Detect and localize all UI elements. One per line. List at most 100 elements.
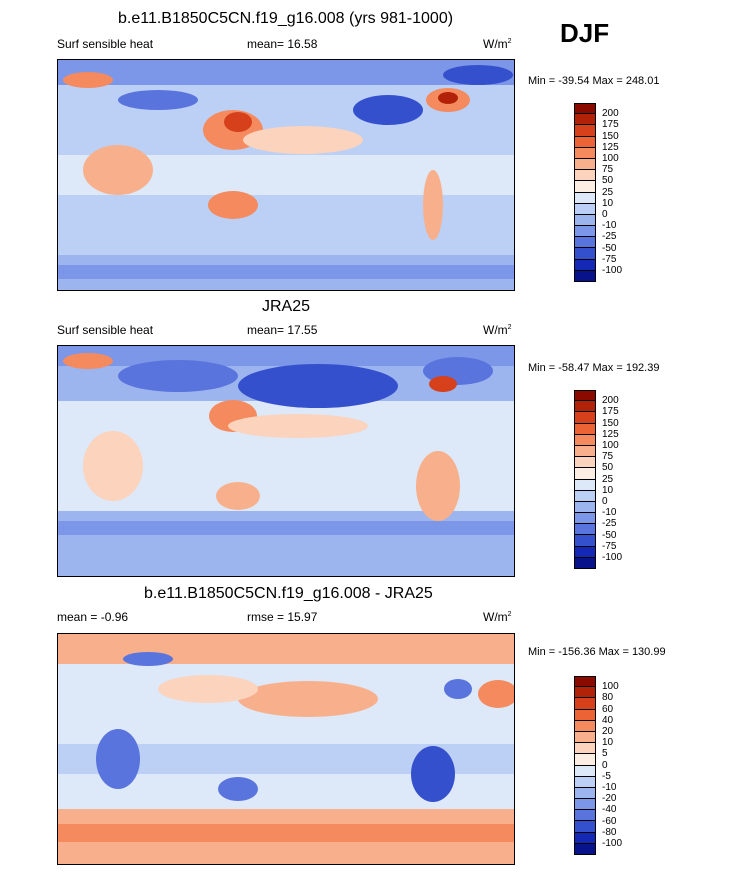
colorbar-swatch (574, 490, 596, 502)
colorbar-swatch (574, 843, 596, 855)
colorbar-tick-label: 0 (602, 496, 608, 507)
panel-title: JRA25 (262, 298, 311, 315)
colorbar-tick-label: -100 (602, 838, 623, 849)
colorbar-swatch (574, 270, 596, 282)
colorbar-tick-label: -75 (602, 540, 617, 552)
colorbar-tick-label: 60 (602, 703, 614, 715)
panel-title: b.e11.B1850C5CN.f19_g16.008 - JRA25 (144, 585, 433, 602)
colorbar-tick-label: -10 (602, 220, 617, 232)
colorbar-tick-label: 10 (602, 197, 614, 209)
min-max-label: Min = -58.47 Max = 192.39 (528, 362, 660, 374)
colorbar-tick-label: 10 (602, 484, 614, 496)
colorbar-swatch (574, 203, 596, 215)
colorbar-tick-label: -25 (602, 231, 617, 243)
colorbar-swatch (574, 147, 596, 159)
colorbar-tick-label: 75 (602, 164, 614, 176)
colorbar-swatch (574, 192, 596, 204)
colorbar-tick-label: 0 (602, 759, 608, 771)
colorbar-tick-label: 25 (602, 473, 614, 485)
colorbar-swatch (574, 810, 596, 822)
colorbar-swatch (574, 181, 596, 193)
colorbar-swatch (574, 546, 596, 558)
colorbar-swatch (574, 754, 596, 766)
colorbar-swatch (574, 114, 596, 126)
colorbar-swatch (574, 136, 596, 148)
panel-title: b.e11.B1850C5CN.f19_g16.008 (yrs 981-100… (118, 10, 454, 27)
colorbar-tick-label: 50 (602, 175, 614, 187)
colorbar-tick-label: -10 (602, 782, 617, 793)
colorbar-swatch (574, 731, 596, 744)
colorbar-tick-label: 125 (602, 141, 619, 153)
colorbar-tick-label: 100 (602, 153, 619, 164)
map-plot (57, 345, 515, 577)
colorbar-swatch (574, 226, 596, 238)
mean-label: mean= 17.55 (247, 323, 318, 337)
colorbar-swatch (574, 479, 596, 491)
panel-obs: JRA25 Surf sensible heat mean= 17.55 W/m… (0, 292, 733, 578)
panel-difference: b.e11.B1850C5CN.f19_g16.008 - JRA25 mean… (0, 578, 733, 872)
colorbar-tick-label: 200 (602, 395, 619, 407)
colorbar-tick-label: 150 (602, 417, 619, 429)
colorbar-swatch (574, 557, 596, 569)
colorbar-swatch (574, 765, 596, 777)
colorbar-tick-label: -75 (602, 253, 617, 265)
colorbar-tick-label: 80 (602, 692, 614, 704)
colorbar-tick-label: 5 (602, 748, 608, 760)
min-max-label: Min = -39.54 Max = 248.01 (528, 75, 660, 87)
colorbar-tick-label: 20 (602, 726, 614, 737)
mean-label: mean= 16.58 (247, 37, 318, 51)
colorbar-swatch (574, 720, 596, 732)
colorbar-tick-label: 10 (602, 737, 614, 749)
unit-label: W/m2 (483, 610, 512, 624)
colorbar-swatch (574, 676, 596, 688)
colorbar-swatch (574, 832, 596, 844)
colorbar-swatch (574, 468, 596, 480)
colorbar-tick-label: -50 (602, 242, 617, 254)
colorbar-tick-label: 25 (602, 186, 614, 198)
colorbar-swatch (574, 423, 596, 435)
colorbar-swatch (574, 501, 596, 514)
colorbar-swatch (574, 390, 596, 402)
colorbar-tick-label: 125 (602, 428, 619, 440)
map-plot (57, 633, 515, 865)
mean-label: mean = -0.96 (57, 610, 129, 624)
colorbar-swatch (574, 776, 596, 788)
colorbar-swatch (574, 457, 596, 469)
colorbar-swatch (574, 401, 596, 413)
unit-label: W/m2 (483, 37, 512, 51)
colorbar-swatch (574, 698, 596, 710)
colorbar-tick-label: -10 (602, 507, 617, 519)
colorbar-tick-label: 175 (602, 406, 619, 418)
map-plot (57, 59, 515, 291)
colorbar-swatch (574, 787, 596, 800)
colorbar-swatch (574, 687, 596, 699)
variable-label: Surf sensible heat (57, 37, 154, 51)
colorbar (574, 103, 596, 282)
colorbar-tick-label: -25 (602, 518, 617, 530)
colorbar-tick-label: 200 (602, 108, 619, 120)
colorbar-tick-label: -60 (602, 815, 617, 827)
colorbar-swatch (574, 259, 596, 271)
colorbar-tick-label: -50 (602, 529, 617, 541)
colorbar-swatch (574, 445, 596, 458)
colorbar-swatch (574, 743, 596, 755)
colorbar-swatch (574, 214, 596, 227)
rmse-label: rmse = 15.97 (247, 610, 318, 624)
colorbar-tick-label: 100 (602, 440, 619, 451)
colorbar-tick-label: -20 (602, 793, 617, 805)
colorbar-swatch (574, 125, 596, 137)
colorbar-tick-label: -40 (602, 804, 617, 816)
colorbar-tick-label: 50 (602, 462, 614, 474)
colorbar-swatch (574, 103, 596, 115)
colorbar-swatch (574, 524, 596, 536)
colorbar-tick-label: -100 (602, 265, 623, 276)
colorbar-swatch (574, 158, 596, 171)
colorbar-tick-label: 100 (602, 681, 619, 693)
colorbar (574, 390, 596, 569)
colorbar-tick-label: 150 (602, 130, 619, 142)
colorbar-swatch (574, 709, 596, 721)
season-label: DJF (560, 18, 610, 48)
colorbar-swatch (574, 170, 596, 182)
colorbar-swatch (574, 237, 596, 249)
colorbar-swatch (574, 535, 596, 547)
